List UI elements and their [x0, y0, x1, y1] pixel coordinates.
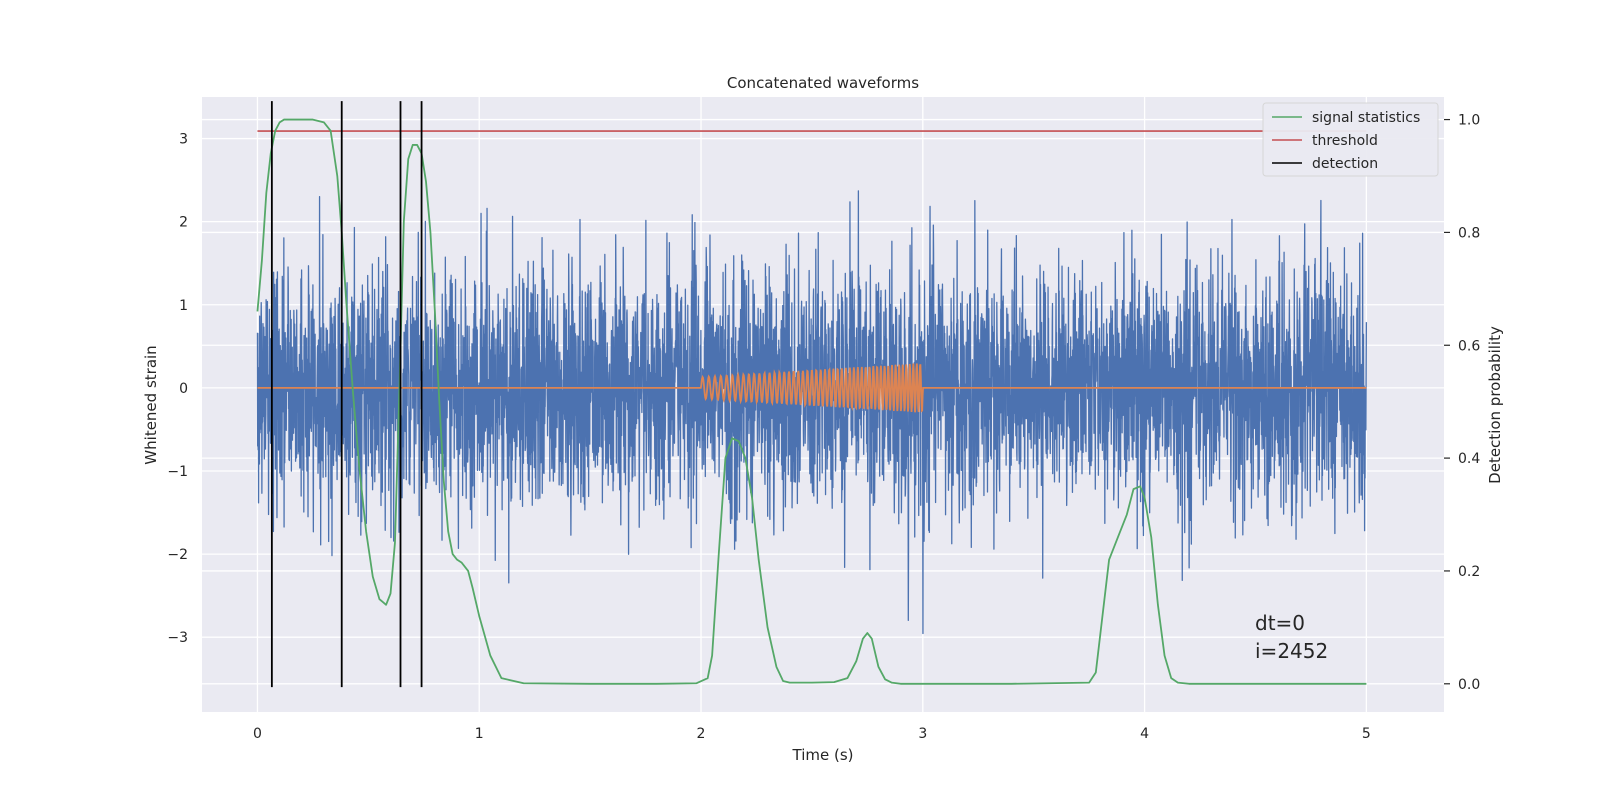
x-tick-label: 3	[918, 726, 927, 742]
x-tick-label: 0	[253, 726, 262, 742]
y-tick-label: −1	[167, 464, 188, 480]
y2-tick-label: 0.6	[1458, 338, 1480, 354]
x-axis: 0 1 2 3 4 5	[253, 726, 1371, 742]
legend-box	[1262, 102, 1439, 177]
x-tick-label: 2	[697, 726, 706, 742]
y-tick-label: −2	[167, 547, 188, 563]
traces	[256, 118, 1368, 685]
annotation-dt: dt=0	[1255, 611, 1305, 635]
legend-label-detection: detection	[1312, 156, 1378, 172]
y-tick-label: 3	[179, 132, 188, 148]
chart-title: Concatenated waveforms	[727, 74, 919, 92]
y-tick-label: 2	[179, 215, 188, 231]
whitened-noise-line	[256, 190, 1368, 635]
x-axis-label: Time (s)	[792, 746, 854, 764]
signal-statistics-line	[256, 118, 1367, 685]
y2-axis-label: Detection probability	[1486, 326, 1504, 484]
y-tick-label: 0	[179, 381, 188, 397]
y-tick-label: −3	[167, 630, 188, 646]
legend-label-threshold: threshold	[1312, 133, 1378, 149]
injected-chirp-line	[257, 363, 1367, 413]
x-tick-label: 4	[1140, 726, 1149, 742]
x-tick-label: 5	[1362, 726, 1371, 742]
annotation-iteration: i=2452	[1255, 639, 1328, 663]
y2-tick-label: 1.0	[1458, 113, 1480, 129]
y-axis-right: 0.0 0.2 0.4 0.6 0.8 1.0	[1444, 113, 1480, 693]
y-tick-label: 1	[179, 298, 188, 314]
legend: signal statistics threshold detection	[1262, 102, 1439, 177]
legend-label-signal-statistics: signal statistics	[1312, 110, 1420, 126]
y-axis-left: −3 −2 −1 0 1 2 3	[167, 132, 188, 647]
y-axis-label: Whitened strain	[142, 345, 160, 464]
y2-tick-label: 0.0	[1458, 677, 1480, 693]
y2-tick-label: 0.8	[1458, 225, 1480, 241]
y2-tick-label: 0.2	[1458, 564, 1480, 580]
detection-lines	[270, 101, 423, 688]
x-tick-label: 1	[475, 726, 484, 742]
y2-tick-label: 0.4	[1458, 451, 1480, 467]
